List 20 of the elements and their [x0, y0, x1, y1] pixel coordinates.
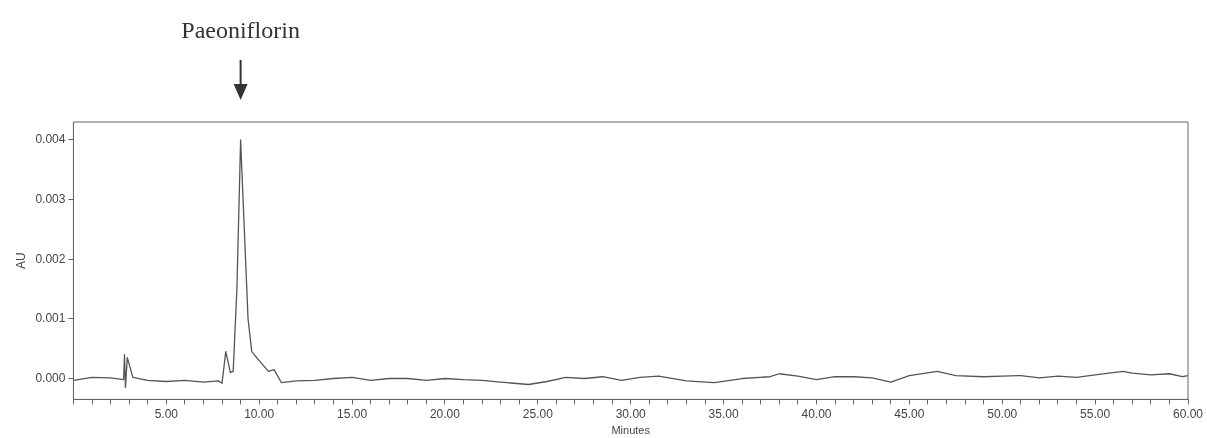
x-tick-label: 30.00 — [615, 406, 647, 421]
x-tick-label: 10.00 — [244, 406, 275, 421]
x-tick-label: 25.00 — [522, 406, 554, 421]
y-tick-label: 0.001 — [35, 311, 66, 326]
x-axis-title: Minutes — [611, 424, 651, 437]
x-tick-label: 5.00 — [154, 406, 179, 421]
y-tick-label: 0.002 — [35, 251, 66, 266]
x-tick-label: 50.00 — [987, 406, 1018, 421]
y-axis-title: AU — [13, 252, 28, 270]
x-tick-label: 35.00 — [708, 406, 739, 421]
x-tick-label: 45.00 — [894, 406, 925, 421]
y-tick-label: 0.000 — [35, 370, 66, 385]
x-tick-label: 40.00 — [801, 406, 832, 421]
text: Paeoniflorin — [181, 17, 300, 43]
x-tick-label: 15.00 — [337, 406, 368, 421]
x-tick-label: 55.00 — [1080, 406, 1111, 421]
x-tick-label: 20.00 — [429, 406, 461, 421]
x-tick-label: 60.00 — [1172, 406, 1204, 421]
y-tick-label: 0.004 — [35, 132, 66, 147]
y-tick-label: 0.003 — [35, 191, 66, 206]
